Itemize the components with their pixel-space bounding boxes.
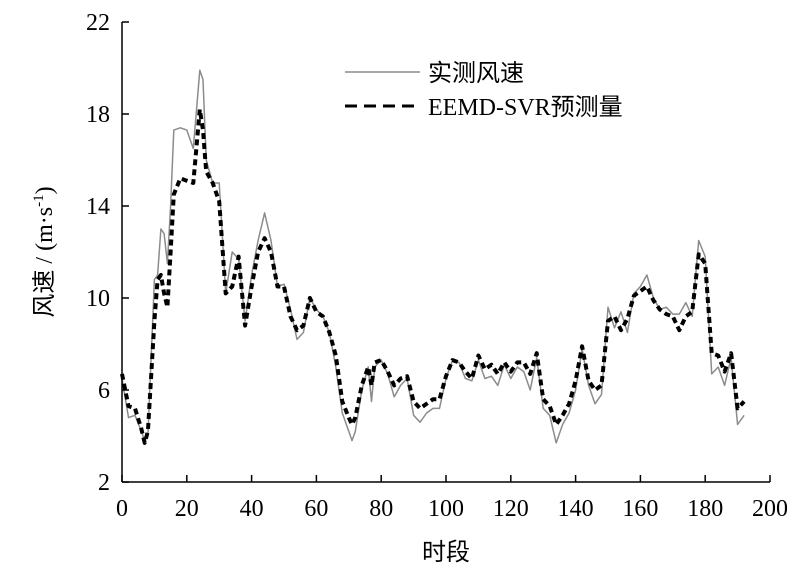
x-tick-label: 140 <box>558 496 594 522</box>
y-tick-label: 6 <box>98 378 110 404</box>
ticks-layer: 0 20 40 60 80 100 120 140 160 180 200 2 6 10 14 18 22 <box>86 10 788 522</box>
x-tick-label: 60 <box>304 496 328 522</box>
series-layer <box>120 69 746 445</box>
y-axis-label: 风速 / (m·s-1) <box>31 186 58 317</box>
y-tick-label: 14 <box>86 194 110 220</box>
legend-label-predicted: EEMD-SVR预测量 <box>428 94 623 121</box>
legend: 实测风速 EEMD-SVR预测量 <box>345 60 623 121</box>
y-tick-label: 2 <box>98 470 110 496</box>
x-axis-label: 时段 <box>422 539 470 566</box>
x-tick-label: 180 <box>687 496 723 522</box>
x-tick-label: 160 <box>622 496 658 522</box>
x-tick-label: 80 <box>369 496 393 522</box>
y-tick-label: 10 <box>86 286 110 312</box>
x-tick-label: 200 <box>752 496 788 522</box>
y-axis-label-main: 风速 / (m·s <box>31 207 58 318</box>
series-line-measured <box>121 69 745 444</box>
y-tick-label: 22 <box>86 10 110 36</box>
y-axis-label-sup: -1 <box>31 194 47 207</box>
x-tick-label: 20 <box>175 496 199 522</box>
series-line-predicted <box>120 107 746 445</box>
x-tick-label: 40 <box>240 496 264 522</box>
legend-label-measured: 实测风速 <box>428 60 524 87</box>
x-tick-label: 120 <box>493 496 529 522</box>
x-tick-label: 0 <box>116 496 128 522</box>
y-axis-label-close: ) <box>32 186 58 194</box>
x-tick-label: 100 <box>428 496 464 522</box>
y-tick-label: 18 <box>86 102 110 128</box>
